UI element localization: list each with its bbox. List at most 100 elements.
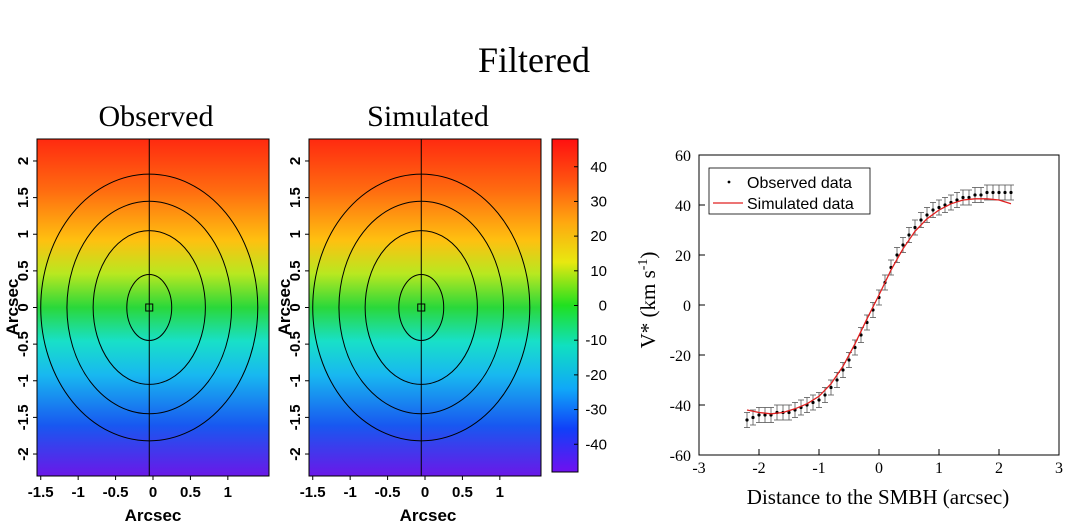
- y-tick-label: 2: [287, 157, 304, 165]
- x-tick-label: 0: [421, 484, 429, 501]
- data-point: [961, 195, 965, 200]
- rotation-curve-xlabel: Distance to the SMBH (arcsec): [747, 485, 1009, 509]
- data-point: [823, 393, 827, 397]
- legend-observed-marker: [727, 180, 731, 184]
- ylabel-main: V* (km s: [636, 270, 660, 348]
- colorbar-ticks: 40 30 20 10 0 -10 -20 -30 -40: [574, 159, 607, 453]
- colorbar-tick-label: -30: [585, 402, 607, 419]
- data-point: [1009, 190, 1013, 195]
- ylabel-superscript: -1: [636, 259, 651, 271]
- observed-xlabel: Arcsec: [125, 506, 182, 525]
- simulated-contours: [312, 139, 531, 476]
- y-tick-label: 0.5: [287, 260, 304, 281]
- colorbar-tick-label: -10: [585, 332, 607, 349]
- y-tick-label: 1: [15, 230, 32, 238]
- legend-box: [708, 167, 871, 215]
- y-tick-label: 2: [15, 157, 32, 165]
- y-tick-label: 0: [15, 303, 32, 311]
- y-tick-label: -2: [287, 447, 304, 460]
- rotation-curve-ticks: -3 -2 -1 0 1 2 3 -60 -40 -20 0 20 40 60: [670, 148, 1063, 477]
- simulated-axis-ticks: -1.5 -1 -0.5 0 0.5 1 -2 -1.5 -1 -0.5 0 0.5 1 1.5 2: [287, 157, 504, 501]
- y-tick-label: 1.5: [287, 187, 304, 208]
- y-tick-label: -2: [15, 447, 32, 460]
- y-tick-label: 60: [675, 148, 691, 165]
- y-tick-label: -20: [670, 348, 691, 365]
- data-point: [931, 208, 935, 212]
- colorbar-tick-label: 0: [599, 298, 607, 315]
- data-point: [817, 398, 821, 402]
- simulated-map-panel: Simulated -1.5 -1 -0.5 0 0.5 1 -2 -1.5 -1 -0.5 0 0.…: [275, 100, 542, 525]
- data-point: [991, 190, 995, 195]
- colorbar-tick-label: -40: [585, 436, 607, 453]
- simulated-curve: [746, 198, 1012, 415]
- figure-title: Filtered: [478, 40, 590, 80]
- x-tick-label: 1: [496, 484, 504, 501]
- x-tick-label: -0.5: [375, 484, 401, 501]
- x-tick-label: -1: [343, 484, 356, 501]
- data-point: [955, 198, 959, 202]
- y-tick-label: -1: [287, 374, 304, 387]
- y-tick-label: 0.5: [15, 260, 32, 281]
- y-tick-label: -60: [670, 448, 691, 465]
- colorbar-tick-label: -20: [585, 367, 607, 384]
- rotation-curve-panel: -3 -2 -1 0 1 2 3 -60 -40 -20 0 20 40 60 Observed data…: [636, 148, 1063, 509]
- data-point: [997, 190, 1001, 195]
- data-point: [847, 358, 851, 362]
- data-point: [901, 243, 905, 247]
- center-marker: [145, 303, 154, 312]
- colorbar-tick-label: 20: [590, 228, 607, 245]
- data-point: [985, 190, 989, 195]
- y-tick-label: 0: [683, 298, 691, 315]
- data-point: [751, 415, 755, 420]
- data-point: [925, 213, 929, 217]
- observed-axis-ticks: -1.5 -1 -0.5 0 0.5 1 -2 -1.5 -1 -0.5 0 0.5 1 1.5 2: [15, 157, 232, 501]
- colorbar-gradient: [551, 138, 579, 473]
- colorbar: 40 30 20 10 0 -10 -20 -30 -40: [551, 138, 607, 473]
- data-point: [787, 410, 791, 415]
- y-tick-label: -1.5: [287, 404, 304, 430]
- y-tick-label: 1.5: [15, 187, 32, 208]
- colorbar-tick-label: 40: [590, 159, 607, 176]
- legend: Observed data Simulated data: [708, 167, 871, 215]
- y-tick-label: -0.5: [15, 331, 32, 357]
- simulated-ylabel: Arcsec: [275, 279, 294, 336]
- x-tick-label: -1.5: [28, 484, 54, 501]
- x-tick-label: 0: [149, 484, 157, 501]
- x-tick-label: 1: [224, 484, 232, 501]
- x-tick-label: 1: [935, 460, 943, 477]
- data-point: [811, 400, 815, 405]
- legend-observed-label: Observed data: [747, 175, 852, 192]
- data-point: [1003, 190, 1007, 195]
- data-point: [919, 218, 923, 222]
- y-tick-label: 1: [287, 230, 304, 238]
- simulated-map-title: Simulated: [367, 100, 489, 133]
- data-point: [979, 193, 983, 197]
- observed-map-title: Observed: [99, 100, 214, 133]
- data-point: [853, 345, 857, 350]
- data-point: [829, 385, 833, 390]
- colorbar-tick-label: 10: [590, 263, 607, 280]
- data-point: [841, 368, 845, 372]
- y-tick-label: -40: [670, 398, 691, 415]
- x-tick-label: 0.5: [180, 484, 201, 501]
- x-tick-label: -2: [752, 460, 765, 477]
- observed-contours: [40, 139, 259, 476]
- y-tick-label: -0.5: [287, 331, 304, 357]
- data-point: [973, 193, 977, 197]
- y-tick-label: 40: [675, 198, 691, 215]
- data-point: [937, 205, 941, 210]
- rotation-curve-ylabel: V* (km s-1): [636, 252, 660, 349]
- simulated-xlabel: Arcsec: [400, 506, 457, 525]
- x-tick-label: -1: [812, 460, 825, 477]
- center-marker: [417, 303, 426, 312]
- x-tick-label: 3: [1055, 460, 1063, 477]
- y-tick-label: 20: [675, 248, 691, 265]
- observed-ylabel: Arcsec: [3, 279, 22, 336]
- ylabel-close: ): [636, 252, 660, 259]
- x-tick-label: 0.5: [452, 484, 473, 501]
- x-tick-label: -0.5: [103, 484, 129, 501]
- data-point: [967, 195, 971, 200]
- data-point: [895, 253, 899, 257]
- observed-map-panel: Observed -1.5 -1 -0.5 0 0.5 1 -2 -1.5 -1 -0.5 0 0.5…: [3, 100, 270, 525]
